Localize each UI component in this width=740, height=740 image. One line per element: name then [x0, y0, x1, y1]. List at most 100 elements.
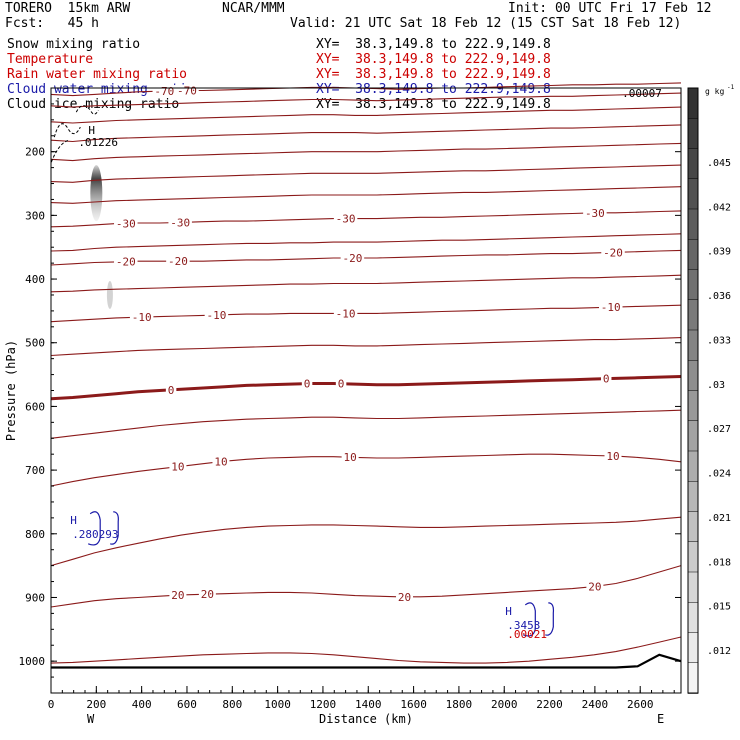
contour-label: 0 — [304, 378, 311, 391]
y-tick-label: 200 — [25, 146, 45, 159]
rain-value: .00021 — [507, 628, 547, 641]
contour-label: -30 — [116, 217, 136, 230]
east-label: E — [657, 712, 664, 726]
colorbar-segment — [687, 450, 699, 482]
contour-label: 0 — [603, 373, 610, 386]
colorbar-segment — [687, 360, 699, 392]
colorbar-segment — [687, 299, 699, 331]
contour-label-bg — [301, 377, 313, 390]
x-tick-label: 800 — [222, 698, 242, 711]
colorbar-tick-label: .03 — [707, 380, 725, 391]
colorbar-unit: g kg — [705, 87, 724, 96]
legend-field-name: Snow mixing ratio — [7, 37, 141, 52]
contour-label-bg — [169, 460, 187, 473]
temperature-contour — [50, 409, 682, 439]
colorbar-segment — [687, 208, 699, 240]
x-tick-label: 200 — [86, 698, 106, 711]
colorbar-tick-label: .015 — [707, 602, 731, 613]
contour-label: 0 — [168, 384, 175, 397]
colorbar-segment — [687, 178, 699, 210]
contour-label: 20 — [588, 581, 601, 594]
snow-max-marker: H — [88, 124, 95, 137]
legend-field-name: Cloud ice mixing ratio — [7, 97, 180, 112]
contour-label: -10 — [132, 311, 152, 324]
colorbar-segment — [687, 481, 699, 513]
colorbar-segment — [687, 87, 699, 119]
contour-label: 10 — [171, 461, 184, 474]
x-tick-label: 1600 — [400, 698, 427, 711]
contour-label: 10 — [214, 456, 227, 469]
contour-label-bg — [396, 590, 414, 603]
temperature-contour — [50, 636, 682, 664]
contour-label: -20 — [603, 246, 623, 259]
colorbar-segment — [687, 420, 699, 452]
colorbar-unit-exponent: -1 — [727, 84, 735, 91]
temperature-contour — [50, 375, 682, 401]
colorbar-segment — [687, 118, 699, 150]
temperature-contour — [50, 233, 682, 252]
contour-label-bg — [166, 255, 190, 268]
colorbar-tick-label: .024 — [707, 469, 731, 480]
temperature-contour — [50, 124, 682, 143]
temperature-contour — [50, 516, 682, 567]
y-tick-label: 1000 — [19, 655, 46, 668]
temperature-contour — [50, 453, 682, 487]
contour-label: -70 — [177, 85, 197, 98]
x-tick-label: 600 — [177, 698, 197, 711]
colorbar-tick-label: .033 — [707, 335, 731, 346]
y-tick-label: 700 — [25, 464, 45, 477]
west-label: W — [87, 712, 95, 726]
colorbar-segment — [687, 511, 699, 543]
contour-label-bg — [341, 451, 359, 464]
cloud-water-value: .280293 — [72, 528, 118, 541]
colorbar-segment — [687, 390, 699, 422]
snow-contour-outline — [50, 105, 99, 163]
legend-field-name: Temperature — [7, 52, 94, 67]
x-tick-label: 2400 — [582, 698, 609, 711]
contour-label-bg — [333, 212, 358, 225]
contour-label-bg — [586, 580, 604, 593]
legend-field-xy: XY= 38.3,149.8 to 222.9,149.8 — [316, 37, 551, 52]
legend-field-name: Rain water mixing ratio — [7, 67, 188, 82]
colorbar-tick-label: .039 — [707, 247, 731, 258]
colorbar-tick-label: .027 — [707, 424, 731, 435]
x-tick-label: 1400 — [355, 698, 382, 711]
colorbar-segment — [687, 148, 699, 180]
cloud-water-contour — [523, 602, 555, 637]
temperature-contour — [50, 164, 682, 183]
contour-label-bg — [168, 216, 192, 229]
contour-label: 10 — [606, 450, 619, 463]
contour-label-bg — [114, 217, 138, 230]
forecast-hour: Fcst: 45 h — [5, 16, 99, 31]
colorbar-segment — [687, 541, 699, 573]
x-tick-label: 1000 — [264, 698, 291, 711]
contour-label-bg — [340, 252, 365, 265]
colorbar-segment — [687, 239, 699, 271]
temperature-contour — [50, 274, 682, 293]
colorbar-tick-label: .012 — [707, 646, 731, 657]
contour-label: 20 — [201, 588, 214, 601]
y-tick-label: 500 — [25, 337, 45, 350]
y-tick-label: 800 — [25, 528, 45, 541]
colorbar-segment — [687, 602, 699, 634]
contour-label-bg — [165, 383, 177, 396]
contour-label: -30 — [585, 207, 605, 220]
colorbar-tick-label: .045 — [707, 158, 731, 169]
cloud-water-value: .3453 — [507, 619, 540, 632]
temperature-contour — [50, 106, 682, 124]
temperature-contour — [50, 337, 682, 357]
contour-label-bg — [204, 308, 229, 321]
y-tick-label: 300 — [25, 209, 45, 222]
snow-shading-core — [90, 165, 103, 222]
temperature-contour — [50, 82, 682, 97]
colorbar-segment — [687, 662, 699, 694]
legend-field-xy: XY= 38.3,149.8 to 222.9,149.8 — [316, 52, 551, 67]
contour-label: -10 — [336, 307, 356, 320]
contour-label: -20 — [342, 252, 362, 265]
contour-label-bg — [333, 307, 358, 320]
colorbar-segment — [687, 269, 699, 301]
legend-field-xy: XY= 38.3,149.8 to 222.9,149.8 — [316, 82, 551, 97]
temperature-contour — [50, 304, 682, 323]
colorbar-segment — [687, 632, 699, 664]
